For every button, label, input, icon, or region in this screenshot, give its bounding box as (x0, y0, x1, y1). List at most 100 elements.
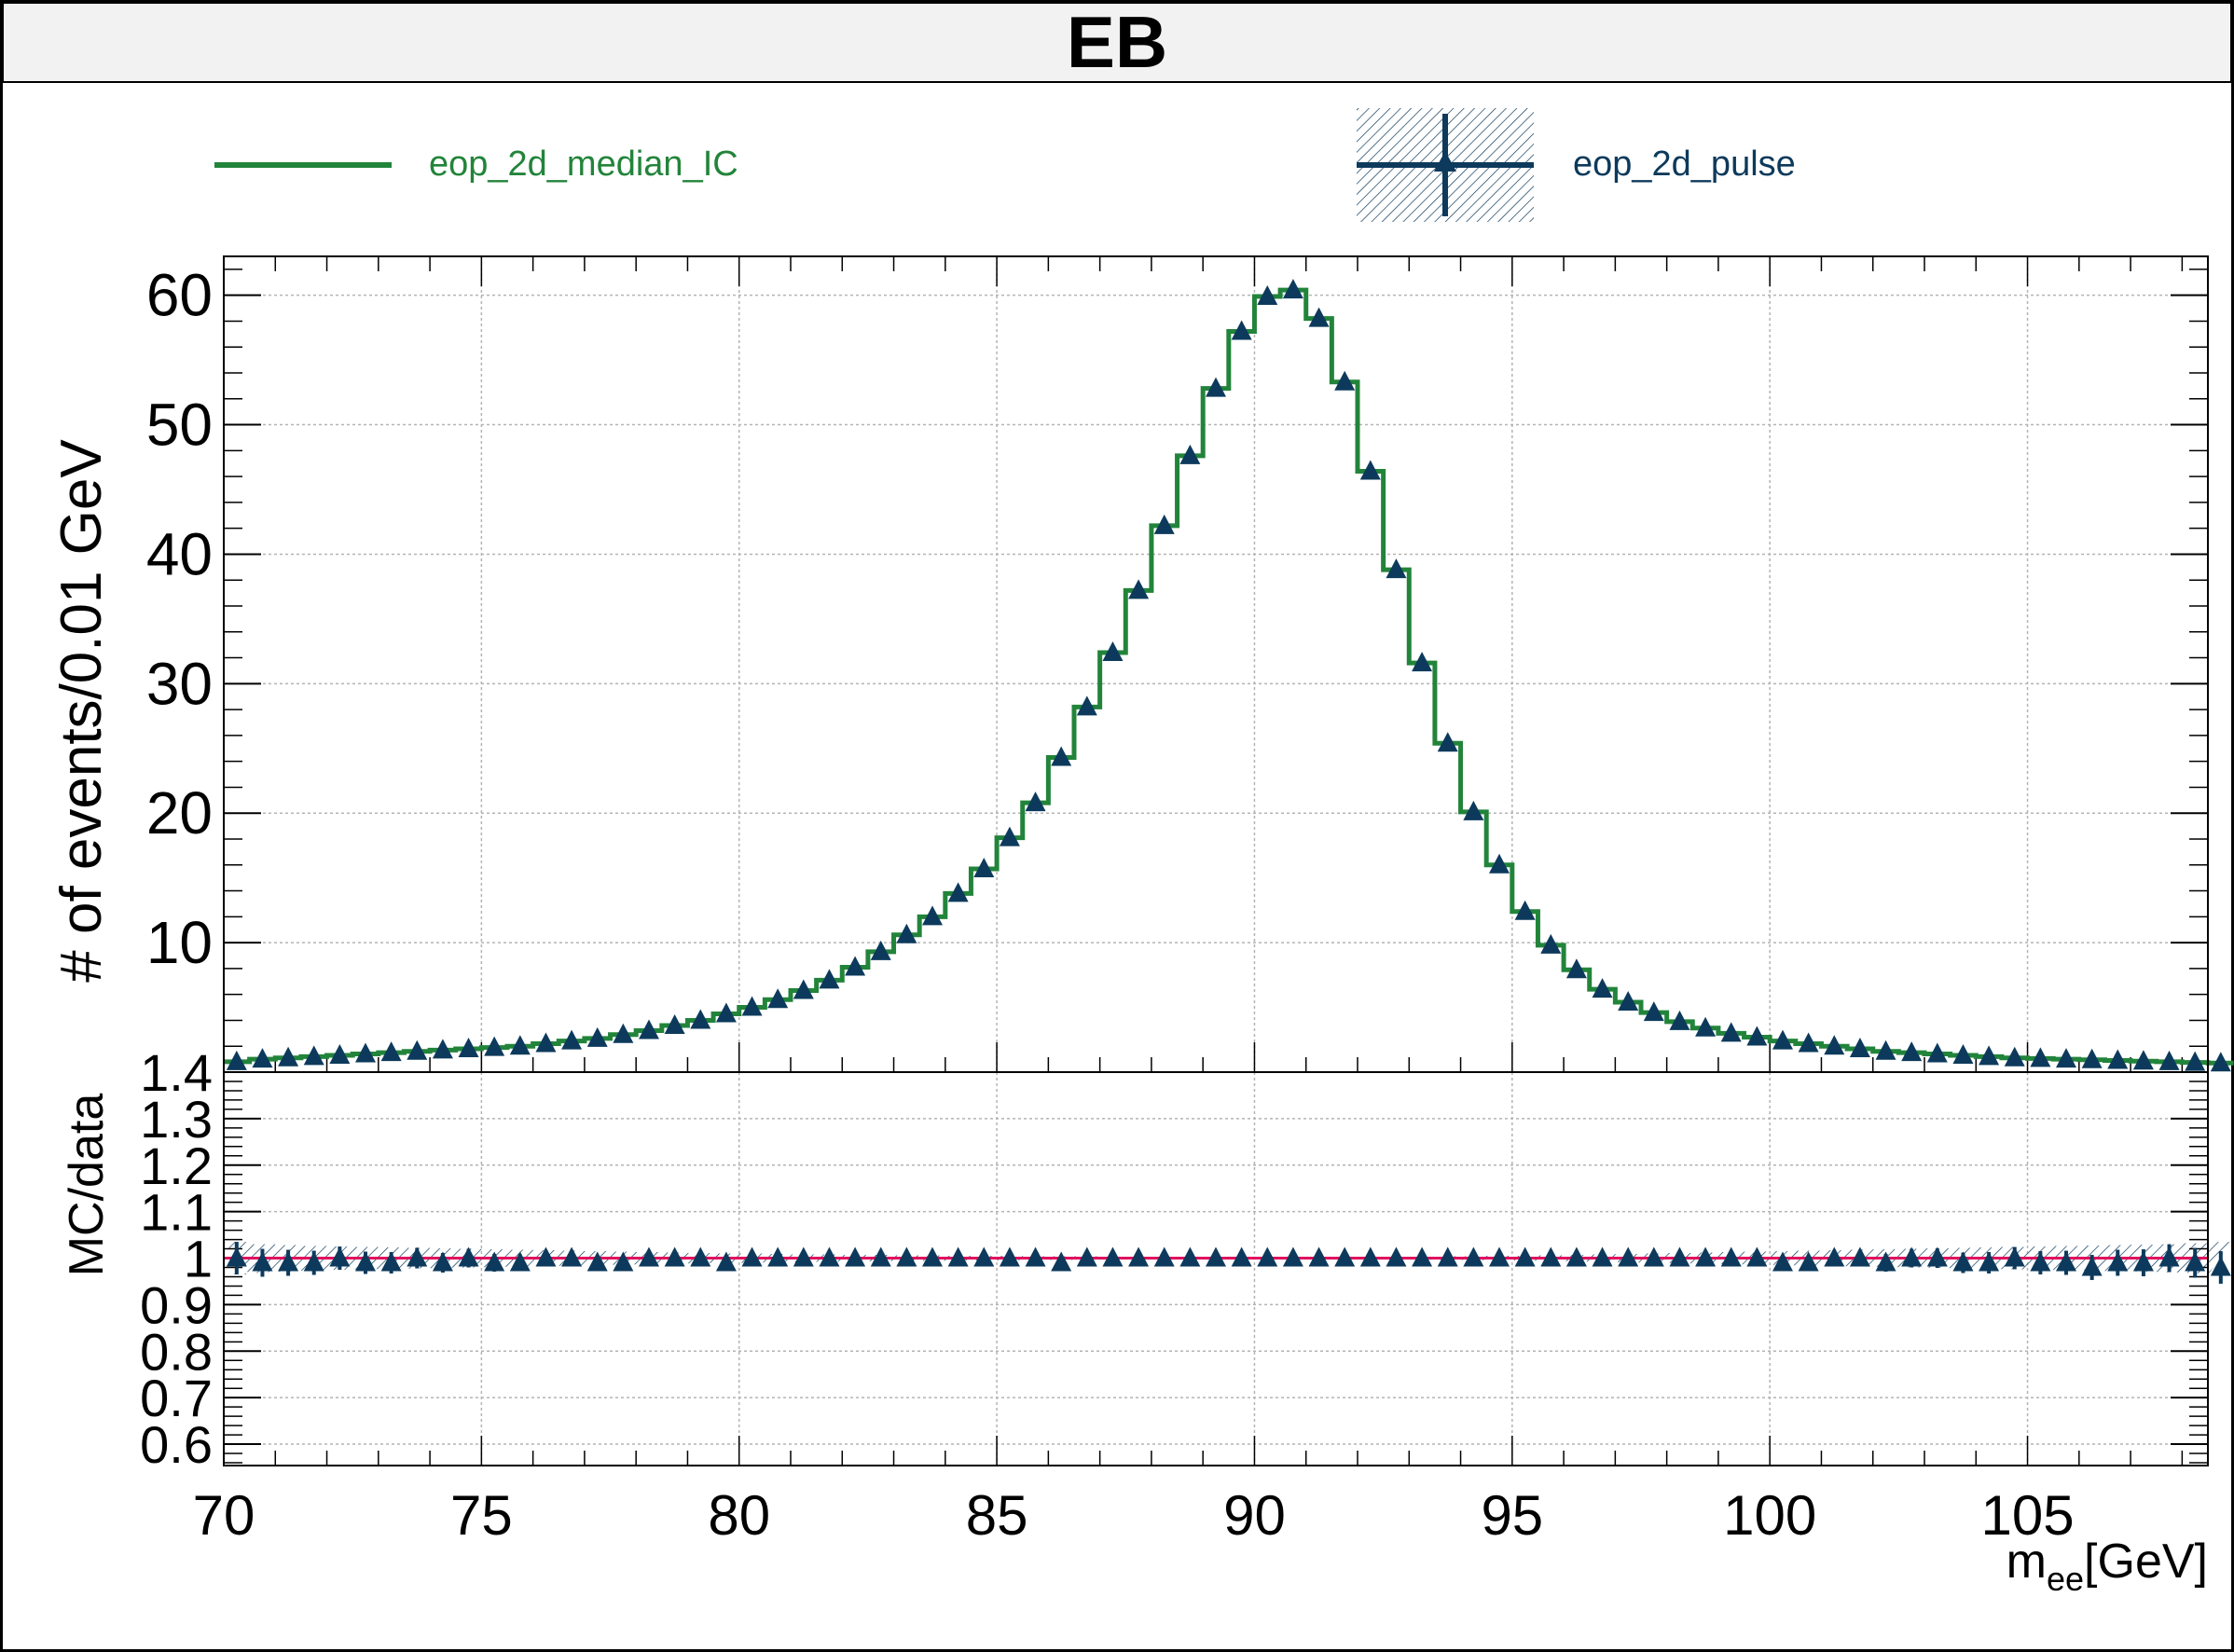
ratio-y-tick-label: 1.3 (140, 1090, 213, 1149)
pulse-marker (1952, 1043, 1974, 1064)
pulse-marker (1334, 370, 1356, 391)
legend: eop_2d_median_IC eop_2d_pulse (214, 108, 1796, 222)
pulse-marker (2030, 1047, 2051, 1067)
ratio-marker (715, 1251, 737, 1272)
ratio-marker (1901, 1246, 1923, 1267)
ratio-marker (2081, 1256, 2103, 1276)
main-series (224, 279, 2234, 1072)
pulse-marker (252, 1048, 273, 1068)
pulse-marker (1565, 958, 1587, 979)
pulse-marker (380, 1041, 402, 1062)
legend-label-pulse: eop_2d_pulse (1573, 145, 1796, 184)
ratio-marker (2004, 1246, 2025, 1267)
pulse-marker (2210, 1052, 2231, 1072)
pulse-marker (1875, 1039, 1896, 1060)
x-tick-label: 95 (1481, 1484, 1543, 1547)
pulse-marker (226, 1050, 247, 1070)
pulse-marker (1540, 933, 1562, 954)
ratio-marker (1308, 1246, 1330, 1267)
ratio-y-tick-label: 0.7 (140, 1369, 213, 1427)
ratio-marker (1463, 1246, 1484, 1267)
ratio-y-tick-label: 0.9 (140, 1275, 213, 1334)
pulse-marker (1257, 285, 1278, 306)
ratio-marker (1849, 1246, 1870, 1267)
pulse-marker (896, 923, 917, 943)
ratio-marker (2056, 1251, 2076, 1272)
pulse-marker (1359, 460, 1381, 480)
x-tick-label: 105 (1980, 1484, 2074, 1547)
ratio-marker (1257, 1246, 1278, 1267)
ratio-y-axis-label: MC/data (60, 1094, 114, 1277)
pulse-marker (1746, 1026, 1768, 1046)
pulse-marker (1720, 1022, 1742, 1042)
ratio-marker (1153, 1246, 1175, 1267)
ratio-marker (1926, 1246, 1948, 1267)
ratio-marker (1979, 1251, 2000, 1272)
pulse-marker (1592, 978, 1613, 998)
pulse-marker (845, 956, 866, 976)
pulse-marker (1849, 1038, 1870, 1057)
y-tick-label: 50 (146, 392, 213, 459)
pulse-marker (509, 1035, 531, 1055)
ratio-marker (1231, 1246, 1252, 1267)
ratio-marker (1128, 1246, 1150, 1267)
pulse-marker (2185, 1051, 2206, 1071)
ratio-marker (1489, 1246, 1510, 1267)
pulse-marker (973, 857, 995, 877)
pulse-marker (407, 1039, 428, 1060)
pulse-marker (1102, 641, 1124, 661)
pulse-marker (2004, 1046, 2025, 1067)
ratio-marker (1746, 1246, 1768, 1267)
x-tick-label: 75 (450, 1484, 513, 1547)
ratio-marker (2158, 1246, 2180, 1267)
ratio-y-tick-label: 0.6 (140, 1415, 213, 1474)
pulse-marker (1643, 1001, 1664, 1022)
pulse-marker (1308, 307, 1330, 327)
ratio-marker (1592, 1246, 1613, 1267)
pulse-marker (1926, 1042, 1948, 1063)
ratio-marker (380, 1251, 402, 1272)
pulse-marker (1051, 746, 1072, 766)
main-y-tick-labels: 10 20 30 40 50 60 (146, 262, 213, 976)
ratio-marker (639, 1246, 659, 1267)
pulse-marker (1282, 279, 1303, 299)
ratio-marker (664, 1246, 685, 1267)
pulse-marker (1979, 1045, 2000, 1066)
pulse-marker (1128, 579, 1150, 599)
ratio-marker (767, 1246, 789, 1267)
median-ic-step-line (224, 287, 2234, 1066)
pulse-marker (1489, 853, 1510, 874)
ratio-marker (1669, 1246, 1690, 1267)
pulse-marker (432, 1039, 453, 1059)
ratio-y-tick-label: 0.8 (140, 1322, 213, 1381)
pulse-marker (870, 940, 891, 960)
y-tick-label: 60 (146, 262, 213, 329)
pulse-marker (2107, 1049, 2129, 1069)
pulse-marker (664, 1014, 685, 1034)
pulse-marker (278, 1046, 299, 1067)
ratio-marker (535, 1246, 557, 1267)
ratio-y-tick-labels: 0.60.70.80.911.11.21.31.4 (140, 1043, 213, 1474)
pulse-marker (303, 1045, 324, 1066)
ratio-marker (303, 1251, 324, 1272)
ratio-y-tick-label: 1 (184, 1230, 213, 1288)
main-y-axis-label: # of events/0.01 GeV (49, 439, 114, 983)
ratio-y-tick-label: 1.4 (140, 1043, 213, 1102)
ratio-marker (1076, 1246, 1097, 1267)
ratio-marker (1720, 1246, 1742, 1267)
pulse-marker (922, 905, 943, 926)
ratio-marker (1618, 1246, 1639, 1267)
main-plot-panel: 10 20 30 40 50 60 # of events/0.01 GeV (49, 255, 2234, 1073)
main-axis-ticks (223, 256, 2208, 1072)
pulse-marker (1231, 320, 1252, 340)
pulse-marker (561, 1029, 583, 1050)
pulse-marker (1179, 444, 1201, 464)
ratio-marker (252, 1251, 273, 1272)
x-tick-label: 90 (1223, 1484, 1286, 1547)
pulse-marker (1669, 1010, 1690, 1030)
ratio-marker (2210, 1256, 2231, 1276)
pulse-marker (1463, 800, 1484, 820)
y-tick-label: 20 (146, 779, 213, 847)
legend-item-median-ic: eop_2d_median_IC (214, 145, 738, 184)
